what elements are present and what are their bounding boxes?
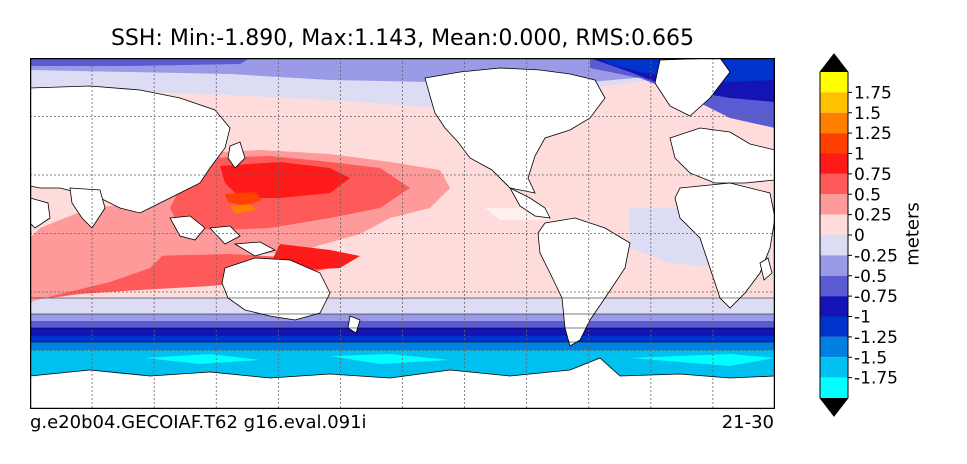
- colorbar-swatch: [820, 173, 848, 195]
- colorbar-frame: [819, 53, 849, 417]
- land-arabia: [30, 197, 51, 229]
- land-new-zealand: [347, 315, 361, 334]
- colorbar-swatch: [820, 316, 848, 337]
- colorbar-swatch: [820, 235, 848, 256]
- colorbar-swatch: [820, 72, 848, 93]
- colorbar-swatch: [820, 296, 848, 317]
- colorbar-swatch: [820, 275, 848, 297]
- land-asia-west: [30, 85, 231, 214]
- colorbar-swatch: [820, 153, 848, 174]
- colorbar-tick-label: -0.25: [854, 246, 898, 266]
- colorbar-swatch: [820, 133, 848, 154]
- land-central-america: [509, 187, 551, 219]
- colorbar-label: meters: [902, 202, 924, 266]
- ocean-band-south-8: [145, 354, 775, 366]
- colorbar-swatch: [820, 357, 848, 378]
- colorbar: 1.751.51.2510.750.50.250-0.25-0.5-0.75-1…: [819, 53, 898, 417]
- colorbar-tick-label: -1: [854, 308, 871, 328]
- colorbar-tick-label: 1: [854, 145, 865, 165]
- land-australia: [221, 257, 331, 321]
- colorbar-tick-label: -1.25: [854, 328, 898, 348]
- land-south-america: [537, 217, 631, 347]
- colorbar-tick-label: 0: [854, 226, 865, 246]
- colorbar-under-triangle: [820, 398, 848, 416]
- colorbar-swatch: [820, 336, 848, 358]
- colorbar-tick-label: 0.75: [854, 165, 892, 185]
- colorbar-tick-label: -0.5: [854, 267, 887, 287]
- colorbar-swatch: [820, 377, 848, 398]
- colorbar-tick-label: 1.5: [854, 104, 881, 124]
- colorbar-over-triangle: [820, 54, 848, 72]
- land-maritime-se-asia: [169, 215, 277, 257]
- colorbar-swatch: [820, 255, 848, 276]
- colorbar-tick-label: -1.75: [854, 369, 898, 389]
- colorbar-swatch: [820, 194, 848, 215]
- land-north-america: [424, 67, 606, 194]
- land-greenland: [654, 58, 731, 117]
- colorbar-swatch: [820, 92, 848, 113]
- ocean-pacific-high-3: [220, 162, 360, 270]
- ocean-pacific-high-5: [230, 204, 256, 214]
- colorbar-tick-label: 0.5: [854, 185, 881, 205]
- ssh-map: [30, 58, 775, 409]
- ocean-indian-high: [30, 204, 170, 302]
- land-japan: [227, 141, 246, 169]
- ocean-pacific-high-4: [225, 192, 262, 206]
- colorbar-swatch: [820, 214, 848, 235]
- colorbar-tick-label: 1.25: [854, 124, 892, 144]
- ocean-north-low-2: [30, 58, 250, 66]
- map-frame: [30, 58, 775, 409]
- colorbar-tick-label: -1.5: [854, 348, 887, 368]
- colorbar-tick-label: -0.75: [854, 287, 898, 307]
- land-madagascar: [759, 257, 773, 281]
- colorbar-tick-label: 0.25: [854, 206, 892, 226]
- footer-right-label: 21-30: [721, 412, 774, 433]
- land-africa: [674, 182, 775, 309]
- colorbar-tick-label: 1.75: [854, 83, 892, 103]
- land-europe: [669, 127, 775, 184]
- colorbar-swatch: [820, 112, 848, 134]
- footer-left-label: g.e20b04.GECOIAF.T62 g16.eval.091i: [30, 412, 367, 433]
- chart-title: SSH: Min:-1.890, Max:1.143, Mean:0.000, …: [110, 26, 695, 51]
